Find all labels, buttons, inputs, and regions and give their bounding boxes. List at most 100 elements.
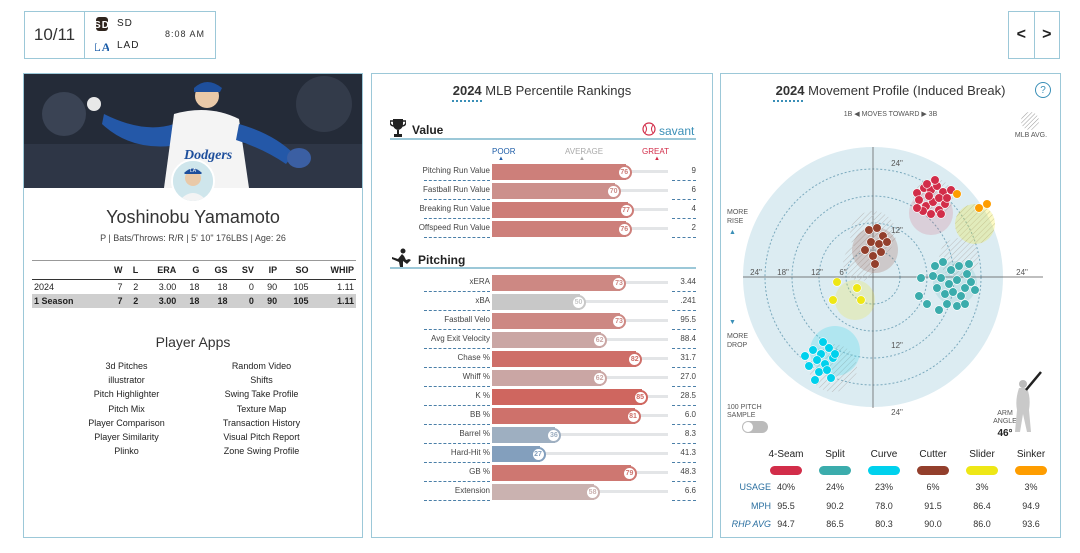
percentile-row[interactable]: Barrel % 36 8.3 bbox=[372, 426, 712, 445]
pitch-point bbox=[940, 289, 950, 299]
percentile-row[interactable]: Breaking Run Value 77 4 bbox=[372, 201, 712, 220]
player-app-link[interactable]: Pitch Mix bbox=[108, 403, 145, 414]
percentile-badge: 85 bbox=[632, 390, 648, 405]
poor-marker-icon: ▲ bbox=[498, 156, 504, 162]
stats-header: SO bbox=[279, 260, 311, 280]
row-divider bbox=[424, 237, 490, 238]
player-app-link[interactable]: illustrator bbox=[108, 375, 145, 386]
pitch-point bbox=[828, 295, 838, 305]
player-app-link[interactable]: Zone Swing Profile bbox=[223, 446, 300, 457]
pitch-point bbox=[874, 239, 884, 249]
metric-value: 6.0 bbox=[684, 410, 696, 419]
stats-header: GS bbox=[201, 260, 230, 280]
pitch-rhp-avg: 86.5 bbox=[826, 519, 844, 529]
stat-cell: 0 bbox=[229, 294, 256, 308]
pitch-point bbox=[916, 273, 926, 283]
direction-note: 1B ◀ MOVES TOWARD ▶ 3B bbox=[843, 111, 938, 118]
pitch-usage: 3% bbox=[975, 482, 989, 492]
player-avatar: LA bbox=[171, 159, 215, 203]
pitch-point bbox=[936, 273, 946, 283]
ring-label: 12" bbox=[891, 341, 903, 350]
pitch-mph: 94.9 bbox=[1022, 501, 1040, 511]
pitch-sample-toggle[interactable] bbox=[742, 421, 768, 433]
percentile-row[interactable]: xERA 73 3.44 bbox=[372, 274, 712, 293]
percentile-bar bbox=[492, 221, 626, 237]
player-app-link[interactable]: Player Comparison bbox=[88, 417, 165, 428]
metric-label: Breaking Run Value bbox=[419, 204, 490, 213]
metric-value: 41.3 bbox=[680, 448, 696, 457]
stat-cell: 18 bbox=[178, 294, 202, 308]
pitch-point bbox=[864, 225, 874, 235]
percentile-row[interactable]: Avg Exit Velocity 62 88.4 bbox=[372, 331, 712, 350]
pitch-color-swatch[interactable] bbox=[868, 466, 900, 475]
percentile-row[interactable]: Fastball Run Value 70 6 bbox=[372, 182, 712, 201]
metric-label: Fastball Run Value bbox=[423, 185, 490, 194]
percentile-badge: 81 bbox=[625, 409, 641, 424]
player-app-link[interactable]: Swing Take Profile bbox=[224, 389, 299, 400]
pitch-color-swatch[interactable] bbox=[770, 466, 802, 475]
stat-cell: 0 bbox=[248, 282, 254, 292]
pitch-color-swatch[interactable] bbox=[917, 466, 949, 475]
value-divider bbox=[672, 310, 696, 311]
scale-great: GREAT bbox=[642, 147, 669, 156]
game-selector[interactable]: 10/11 SD SD LA LAD 8:08 AM bbox=[24, 11, 216, 59]
player-app-link[interactable]: Transaction History bbox=[222, 417, 301, 428]
pitch-color-swatch[interactable] bbox=[819, 466, 851, 475]
player-app-link[interactable]: Random Video bbox=[231, 361, 292, 371]
percentile-row[interactable]: Hard-Hit % 27 41.3 bbox=[372, 445, 712, 464]
value-divider bbox=[672, 500, 696, 501]
value-divider bbox=[672, 329, 696, 330]
metric-value: 6.6 bbox=[684, 486, 696, 495]
percentile-row[interactable]: Extension 58 6.6 bbox=[372, 483, 712, 502]
metric-label: Fastball Velo bbox=[444, 315, 490, 324]
player-app-link[interactable]: Texture Map bbox=[236, 403, 287, 414]
stat-cell: 3.00 bbox=[158, 282, 177, 292]
player-app-link[interactable]: Visual Pitch Report bbox=[223, 432, 300, 443]
pitch-usage: 40% bbox=[776, 482, 795, 492]
percentile-badge: 76 bbox=[616, 222, 632, 237]
percentile-row[interactable]: BB % 81 6.0 bbox=[372, 407, 712, 426]
pitch-point bbox=[964, 259, 974, 269]
percentile-row[interactable]: Whiff % 62 27.0 bbox=[372, 369, 712, 388]
metric-value: 8.3 bbox=[684, 429, 696, 438]
percentile-badge: 62 bbox=[592, 333, 608, 348]
pitch-point bbox=[826, 373, 836, 383]
percentile-row[interactable]: xBA 50 .241 bbox=[372, 293, 712, 312]
team-away: SD SD bbox=[95, 13, 139, 35]
player-app-link[interactable]: Shifts bbox=[250, 375, 273, 386]
percentile-badge: 58 bbox=[585, 485, 601, 500]
row-divider bbox=[424, 386, 490, 387]
row-divider bbox=[424, 291, 490, 292]
percentile-row[interactable]: Fastball Velo 73 95.5 bbox=[372, 312, 712, 331]
stat-cell: 1.11 bbox=[310, 294, 356, 308]
pitch-point bbox=[872, 223, 882, 233]
player-app-link[interactable]: Player Similarity bbox=[94, 432, 159, 443]
player-app-link[interactable]: Plinko bbox=[114, 446, 139, 457]
percentile-row[interactable]: Chase % 82 31.7 bbox=[372, 350, 712, 369]
pitch-color-swatch[interactable] bbox=[966, 466, 998, 475]
help-icon[interactable]: ? bbox=[1035, 82, 1051, 98]
pitch-rhp-avg: 93.6 bbox=[1022, 519, 1040, 529]
percentile-row[interactable]: Offspeed Run Value 76 2 bbox=[372, 220, 712, 239]
prev-game-button[interactable]: < bbox=[1016, 26, 1026, 43]
stats-header-row: W L ERA G GS SV IP SO WHIP bbox=[32, 260, 356, 280]
next-game-button[interactable]: > bbox=[1033, 12, 1060, 58]
percentile-row[interactable]: K % 85 28.5 bbox=[372, 388, 712, 407]
player-app-link[interactable]: 3d Pitches bbox=[105, 361, 148, 371]
pitch-rhp-avg: 90.0 bbox=[924, 519, 942, 529]
percentile-row[interactable]: GB % 79 48.3 bbox=[372, 464, 712, 483]
percentile-badge: 62 bbox=[592, 371, 608, 386]
mph-row-label: MPH bbox=[751, 501, 771, 511]
percentile-row[interactable]: Pitching Run Value 76 9 bbox=[372, 163, 712, 182]
pitch-usage: 24% bbox=[825, 482, 844, 492]
sinker-zone bbox=[835, 280, 875, 320]
stats-header: W bbox=[103, 260, 125, 280]
pitch-color-swatch[interactable] bbox=[1015, 466, 1047, 475]
stats-header: IP bbox=[255, 260, 280, 280]
row-divider bbox=[424, 367, 490, 368]
pitch-point bbox=[818, 337, 828, 347]
player-app-link[interactable]: Pitch Highlighter bbox=[93, 389, 160, 400]
game-header: 10/11 SD SD LA LAD 8:08 AM < > bbox=[0, 0, 1080, 66]
percentile-bar bbox=[492, 484, 595, 500]
section-divider bbox=[390, 138, 696, 140]
